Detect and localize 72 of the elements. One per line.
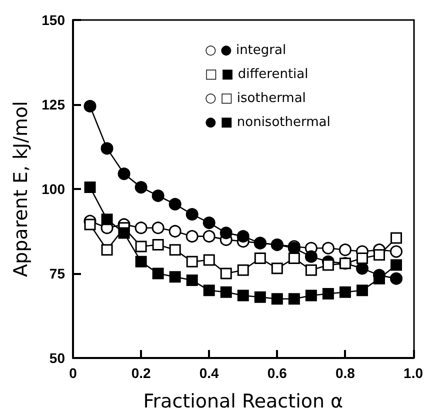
point (100, 142, 114, 155)
x-tick-label: 0.8 (335, 365, 356, 381)
point (152, 268, 164, 280)
point (356, 284, 368, 296)
point (254, 252, 266, 264)
point (84, 182, 96, 194)
point (118, 227, 130, 239)
point (202, 216, 216, 230)
point (168, 198, 182, 210)
point (134, 181, 148, 194)
point (220, 226, 232, 240)
point (135, 256, 147, 268)
point (322, 288, 334, 300)
annotation: ● ■ nonisothermal (205, 114, 330, 130)
annotation: ○ □ isothermal (205, 90, 306, 106)
y-tick-label: 150 (42, 12, 66, 28)
point (202, 230, 216, 243)
point (186, 208, 198, 221)
point (322, 259, 334, 271)
point (237, 290, 249, 302)
point (390, 272, 403, 285)
point (84, 100, 96, 112)
point (304, 250, 318, 263)
point (288, 252, 300, 264)
point (169, 244, 181, 256)
point (271, 293, 283, 305)
point (135, 240, 147, 252)
point (118, 168, 130, 180)
point (203, 284, 215, 296)
point (390, 245, 403, 258)
point (338, 244, 352, 256)
point (186, 274, 198, 286)
point (236, 230, 250, 243)
point (339, 286, 351, 298)
point (373, 249, 385, 261)
point (322, 242, 334, 254)
y-axis-title: Apparent E, kJ/mol (10, 101, 32, 277)
point (390, 232, 402, 244)
point (220, 268, 232, 280)
point (237, 264, 249, 276)
point (220, 286, 232, 298)
point (152, 239, 164, 251)
point (356, 252, 368, 264)
x-tick-label: 0.6 (267, 365, 288, 381)
x-tick-label: 0.4 (199, 365, 220, 381)
point (288, 293, 300, 305)
point (186, 230, 198, 243)
y-tick-label: 75 (49, 266, 66, 282)
point (152, 190, 164, 202)
point (84, 218, 96, 230)
annotation: □ ■ differential (205, 66, 308, 82)
point (305, 264, 317, 276)
point (101, 214, 113, 226)
point (305, 290, 317, 302)
point (169, 271, 181, 283)
point (186, 256, 198, 268)
point (271, 262, 283, 274)
point (254, 291, 266, 303)
point (134, 222, 148, 234)
x-tick-label: 0 (69, 365, 78, 381)
point (168, 225, 182, 238)
y-tick-label: 125 (42, 96, 66, 112)
point (203, 254, 215, 266)
point (101, 244, 113, 256)
annotation: ○ ● integral (205, 42, 286, 58)
point (390, 259, 402, 271)
y-tick-label: 100 (42, 181, 66, 197)
point (152, 222, 164, 234)
x-tick-label: 1.0 (404, 365, 424, 381)
y-tick-label: 50 (49, 350, 66, 366)
x-axis-title: Fractional Reaction α (143, 390, 344, 412)
x-tick-label: 0.2 (131, 365, 151, 381)
